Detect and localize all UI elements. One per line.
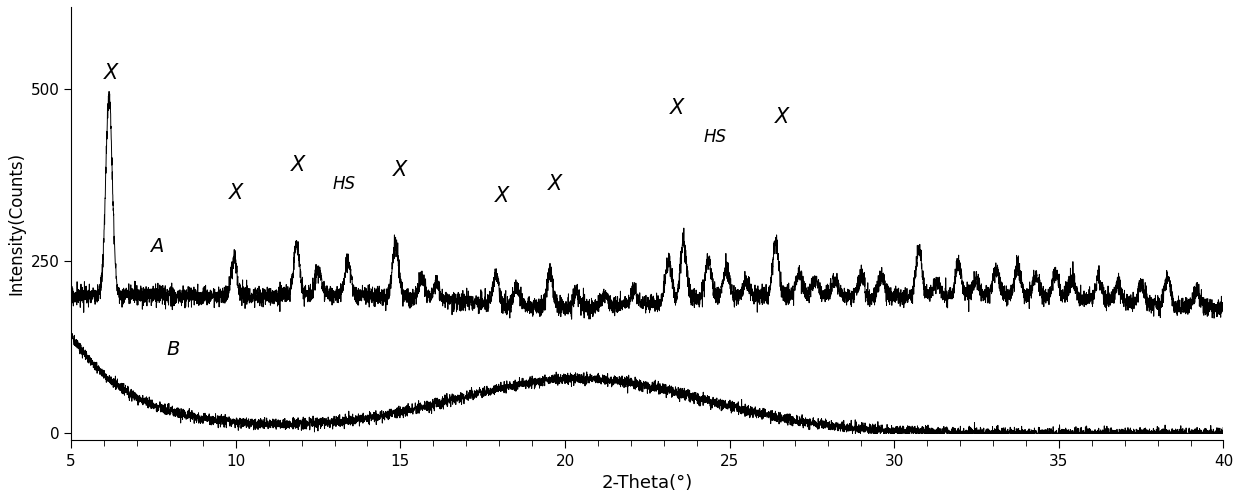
Y-axis label: Intensity(Counts): Intensity(Counts) bbox=[7, 152, 25, 295]
Text: X: X bbox=[775, 107, 790, 127]
Text: X: X bbox=[104, 62, 118, 83]
Text: X: X bbox=[291, 156, 305, 176]
Text: A: A bbox=[150, 237, 164, 256]
Text: X: X bbox=[548, 174, 562, 194]
Text: X: X bbox=[495, 187, 510, 207]
Text: B: B bbox=[166, 340, 180, 359]
Text: X: X bbox=[228, 183, 243, 203]
Text: HS: HS bbox=[332, 175, 356, 193]
Text: X: X bbox=[670, 98, 684, 118]
Text: HS: HS bbox=[703, 128, 727, 146]
Text: X: X bbox=[393, 160, 408, 180]
X-axis label: 2-Theta(°): 2-Theta(°) bbox=[601, 474, 693, 492]
